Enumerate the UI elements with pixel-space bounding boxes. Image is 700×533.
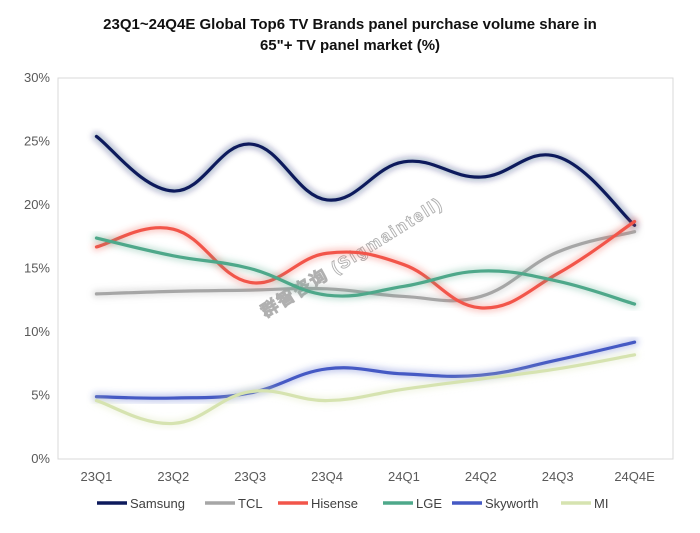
x-tick-label: 24Q3 xyxy=(542,469,574,484)
x-tick-label: 23Q2 xyxy=(157,469,189,484)
chart-title-line-2: 65"+ TV panel market (%) xyxy=(259,37,441,54)
legend-item-skyworth: Skyworth xyxy=(452,496,538,511)
x-tick-label: 24Q1 xyxy=(388,469,420,484)
series-mi-line xyxy=(94,353,637,426)
y-tick-label: 5% xyxy=(31,388,50,403)
series-samsung-line xyxy=(94,134,637,227)
y-tick-label: 20% xyxy=(24,197,50,212)
plot-area-frame xyxy=(57,77,674,460)
legend-item-lge: LGE xyxy=(383,496,442,511)
series-lge xyxy=(91,233,640,309)
legend-item-mi: MI xyxy=(561,496,608,511)
x-tick-label: 24Q2 xyxy=(465,469,497,484)
x-tick-label: 24Q4E xyxy=(614,469,655,484)
x-tick-label: 23Q1 xyxy=(81,469,113,484)
legend-label: Skyworth xyxy=(485,496,538,511)
series-layer xyxy=(91,131,640,428)
legend-label: Hisense xyxy=(311,496,358,511)
y-tick-label: 15% xyxy=(24,261,50,276)
legend-item-tcl: TCL xyxy=(205,496,263,511)
y-tick-label: 0% xyxy=(31,451,50,466)
y-axis: 0% 5% 10% 15% 20% 25% 30% xyxy=(24,70,50,466)
x-tick-label: 23Q4 xyxy=(311,469,343,484)
legend-label: LGE xyxy=(416,496,442,511)
legend-item-hisense: Hisense xyxy=(278,496,358,511)
legend-item-samsung: Samsung xyxy=(97,496,185,511)
chart-title-line-1: 23Q1~24Q4E Global Top6 TV Brands panel p… xyxy=(103,16,597,33)
legend-label: MI xyxy=(594,496,608,511)
series-samsung xyxy=(91,131,640,230)
legend: Samsung TCL Hisense LGE Skyworth MI xyxy=(97,496,608,511)
legend-label: Samsung xyxy=(130,496,185,511)
legend-label: TCL xyxy=(238,496,263,511)
series-mi xyxy=(91,350,640,428)
chart-title: 23Q1~24Q4E Global Top6 TV Brands panel p… xyxy=(0,14,700,56)
series-lge-line xyxy=(94,236,637,306)
y-tick-label: 25% xyxy=(24,134,50,149)
y-tick-label: 30% xyxy=(24,70,50,85)
series-samsung-glow xyxy=(91,131,640,230)
series-skyworth-line xyxy=(94,340,637,400)
y-tick-label: 10% xyxy=(24,324,50,339)
x-tick-label: 23Q3 xyxy=(234,469,266,484)
x-axis: 23Q1 23Q2 23Q3 23Q4 24Q1 24Q2 24Q3 24Q4E xyxy=(81,469,656,484)
